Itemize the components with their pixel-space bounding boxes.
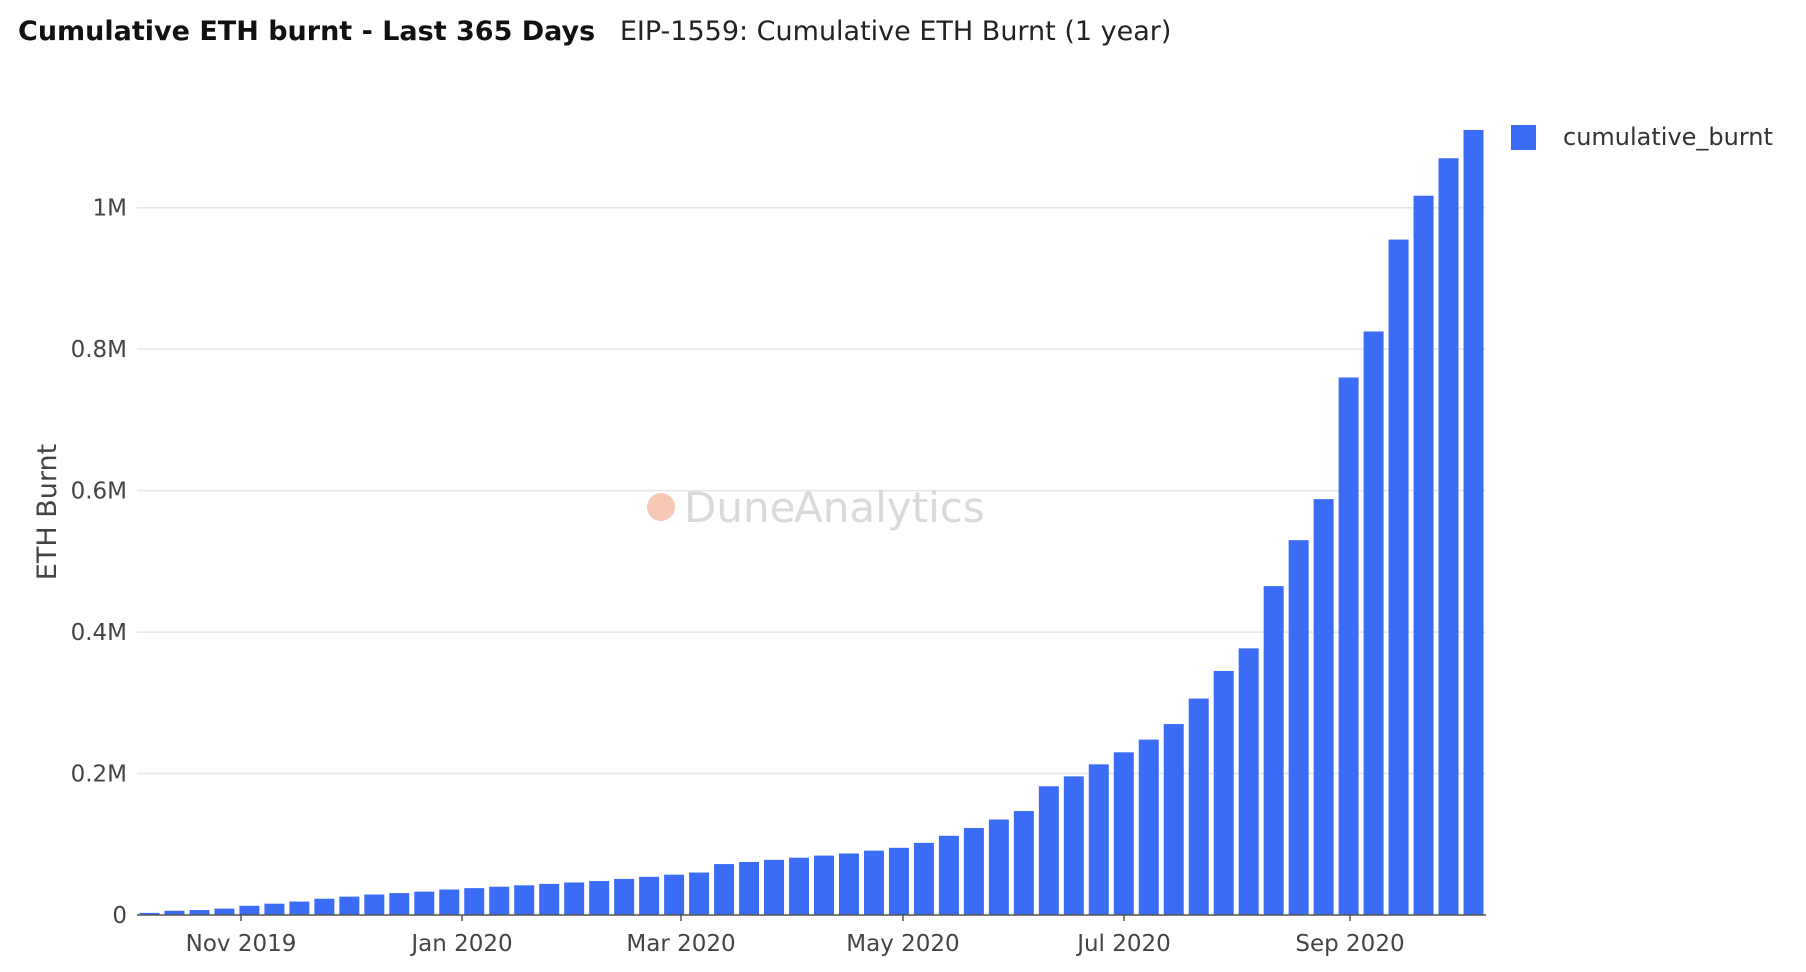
y-tick-label: 0.4M	[71, 620, 127, 646]
bar[interactable]	[1238, 648, 1259, 915]
bar[interactable]	[888, 847, 909, 915]
bar[interactable]	[639, 876, 660, 915]
bar[interactable]	[514, 885, 535, 915]
bar[interactable]	[439, 889, 460, 915]
bar[interactable]	[938, 835, 959, 915]
watermark-analytics: Analytics	[794, 483, 985, 532]
bar[interactable]	[239, 905, 260, 915]
bar[interactable]	[838, 853, 859, 915]
bars-series	[139, 129, 1484, 916]
y-tick-label: 0.2M	[71, 762, 127, 788]
bar[interactable]	[1263, 586, 1284, 915]
x-tick-label: Sep 2020	[1295, 931, 1404, 957]
bar[interactable]	[1113, 752, 1134, 915]
y-tick-label: 1M	[93, 196, 127, 222]
bar[interactable]	[1338, 377, 1359, 915]
bar[interactable]	[214, 908, 235, 915]
bar[interactable]	[539, 883, 560, 915]
y-tick-label: 0	[112, 903, 127, 929]
bar[interactable]	[1088, 764, 1109, 915]
bar[interactable]	[264, 903, 285, 915]
bar[interactable]	[1438, 158, 1459, 915]
legend[interactable]: cumulative_burnt	[1511, 123, 1773, 151]
bar[interactable]	[1213, 670, 1234, 915]
bar[interactable]	[1138, 739, 1159, 915]
bar[interactable]	[1038, 786, 1059, 915]
bar[interactable]	[464, 888, 485, 915]
x-axis-ticks: Nov 2019 Jan 2020 Mar 2020 May 2020 Jul 2020…	[186, 915, 1405, 957]
legend-label: cumulative_burnt	[1563, 123, 1773, 151]
bar[interactable]	[164, 910, 185, 915]
bar[interactable]	[1313, 499, 1334, 915]
bar[interactable]	[1363, 331, 1384, 916]
bar[interactable]	[963, 828, 984, 915]
y-tick-label: 0.6M	[71, 479, 127, 505]
gridlines	[137, 206, 1486, 775]
chart-title: Cumulative ETH burnt - Last 365 Days	[18, 16, 596, 47]
bar[interactable]	[189, 910, 210, 915]
y-axis-ticks: 0 0.2M 0.4M 0.6M 0.8M 1M	[71, 196, 127, 929]
bar[interactable]	[1288, 540, 1309, 915]
bar[interactable]	[139, 912, 160, 915]
bar[interactable]	[364, 894, 385, 915]
y-tick-label: 0.8M	[71, 337, 127, 363]
bar[interactable]	[1188, 698, 1209, 915]
bar[interactable]	[589, 881, 610, 915]
bar[interactable]	[739, 861, 760, 915]
dune-logo-icon	[647, 493, 675, 521]
bar[interactable]	[489, 886, 510, 915]
chart-subtitle: EIP-1559: Cumulative ETH Burnt (1 year)	[619, 16, 1172, 47]
watermark: Dune Analytics	[647, 483, 985, 532]
bar[interactable]	[689, 872, 710, 915]
x-tick-label: Mar 2020	[626, 931, 735, 957]
bar[interactable]	[714, 864, 735, 915]
chart-header: Cumulative ETH burnt - Last 365 Days EIP…	[18, 16, 1171, 47]
x-tick-label: Jan 2020	[409, 931, 512, 957]
bar[interactable]	[664, 874, 685, 915]
bar[interactable]	[614, 878, 635, 915]
x-tick-label: Nov 2019	[186, 931, 297, 957]
bar[interactable]	[1388, 239, 1409, 915]
x-tick-label: Jul 2020	[1075, 931, 1171, 957]
bar[interactable]	[289, 901, 310, 915]
bar[interactable]	[314, 898, 335, 915]
bar[interactable]	[789, 857, 810, 915]
bar[interactable]	[813, 855, 834, 915]
bar[interactable]	[414, 891, 435, 915]
bar[interactable]	[863, 850, 884, 915]
watermark-dune: Dune	[684, 483, 795, 532]
bar[interactable]	[988, 819, 1009, 915]
x-tick-label: May 2020	[846, 931, 959, 957]
bar[interactable]	[1063, 776, 1084, 915]
y-axis-label: ETH Burnt	[32, 444, 63, 580]
bar[interactable]	[1013, 811, 1034, 915]
bar[interactable]	[389, 893, 410, 915]
bar[interactable]	[764, 859, 785, 915]
bar[interactable]	[1463, 129, 1484, 916]
bar[interactable]	[1163, 724, 1184, 915]
bar[interactable]	[913, 842, 934, 915]
bar[interactable]	[339, 896, 360, 915]
legend-swatch	[1511, 125, 1536, 150]
bar[interactable]	[1413, 195, 1434, 916]
bar[interactable]	[564, 882, 585, 915]
